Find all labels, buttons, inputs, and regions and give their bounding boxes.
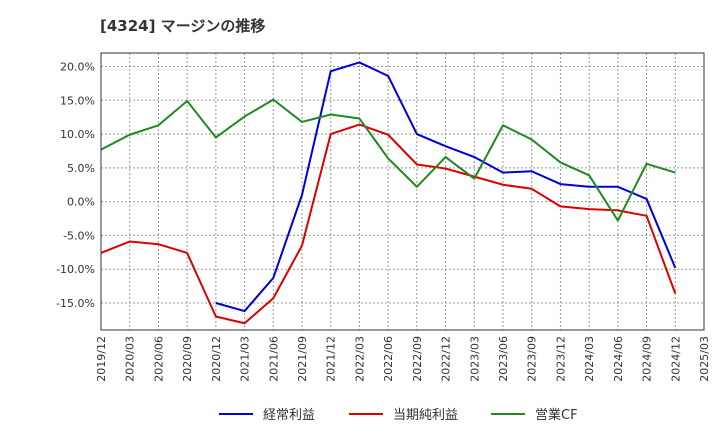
x-tick-label: 2025/03 bbox=[698, 336, 711, 382]
x-tick-label: 2022/09 bbox=[411, 336, 424, 382]
x-tick-label: 2023/03 bbox=[468, 336, 481, 382]
chart-title: [4324] マージンの推移 bbox=[100, 17, 265, 35]
plot-area bbox=[100, 52, 705, 331]
x-tick-label: 2020/06 bbox=[152, 336, 165, 382]
x-tick-label: 2024/06 bbox=[612, 336, 625, 382]
x-tick-label: 2019/12 bbox=[95, 336, 108, 382]
x-tick-label: 2023/09 bbox=[526, 336, 539, 382]
x-tick-label: 2023/06 bbox=[497, 336, 510, 382]
series-lines bbox=[100, 61, 677, 325]
x-tick-label: 2021/03 bbox=[239, 336, 252, 382]
y-tick-label: -10.0% bbox=[56, 263, 95, 276]
legend-label: 営業CF bbox=[535, 407, 578, 423]
x-tick-label: 2021/06 bbox=[267, 336, 280, 382]
x-tick-label: 2024/09 bbox=[641, 336, 654, 382]
y-tick-label: 5.0% bbox=[67, 162, 95, 175]
x-tick-label: 2024/03 bbox=[583, 336, 596, 382]
x-tick-label: 2021/12 bbox=[325, 336, 338, 382]
y-axis: 20.0% 15.0% 10.0% 5.0% 0.0% -5.0% -10.0% -15.0% bbox=[56, 61, 95, 310]
y-tick-label: 0.0% bbox=[67, 196, 95, 209]
x-tick-label: 2020/03 bbox=[124, 336, 137, 382]
y-tick-label: -5.0% bbox=[63, 229, 95, 242]
legend: 経常利益 当期純利益 営業CF bbox=[219, 407, 578, 423]
x-axis: 2019/12 2020/03 2020/06 2020/09 2020/12 2021/… bbox=[95, 336, 711, 382]
x-tick-label: 2022/06 bbox=[382, 336, 395, 382]
series-line bbox=[215, 61, 677, 313]
x-tick-label: 2022/12 bbox=[440, 336, 453, 382]
series-line bbox=[100, 98, 676, 222]
y-tick-label: 20.0% bbox=[60, 61, 95, 74]
y-tick-label: 15.0% bbox=[60, 94, 95, 107]
x-tick-label: 2024/12 bbox=[669, 336, 682, 382]
x-tick-label: 2022/03 bbox=[353, 336, 366, 382]
y-tick-label: 10.0% bbox=[60, 128, 95, 141]
legend-label: 当期純利益 bbox=[393, 408, 458, 423]
legend-label: 経常利益 bbox=[263, 408, 315, 423]
y-tick-label: -15.0% bbox=[56, 297, 95, 310]
x-tick-label: 2021/09 bbox=[296, 336, 309, 382]
x-tick-label: 2020/12 bbox=[210, 336, 223, 382]
x-tick-label: 2023/12 bbox=[554, 336, 567, 382]
x-tick-label: 2020/09 bbox=[181, 336, 194, 382]
grid bbox=[101, 53, 704, 330]
series-line bbox=[100, 123, 677, 325]
